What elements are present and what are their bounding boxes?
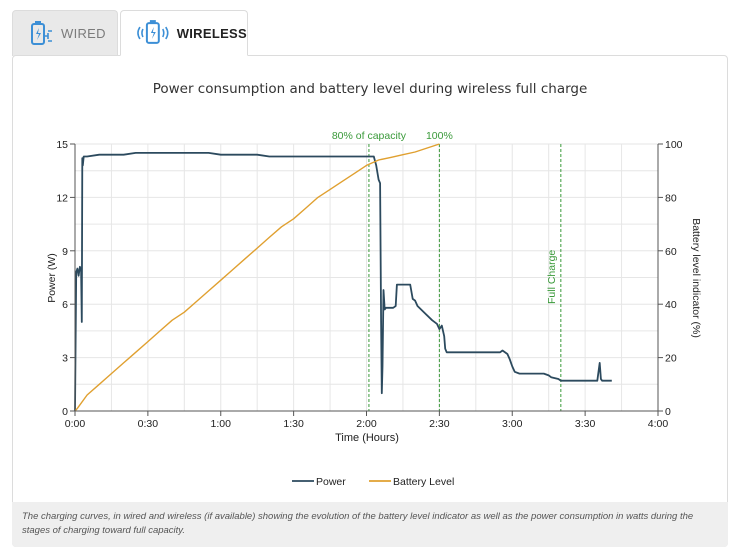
x-tick-label: 2:30 (429, 418, 450, 430)
chart: Power consumption and battery level duri… (46, 81, 702, 488)
y-tick-label: 12 (56, 192, 68, 204)
x-tick-label: 2:00 (356, 418, 377, 430)
marker-label: 80% of capacity (332, 130, 407, 142)
marker-label: 100% (426, 130, 453, 142)
y2-tick-label: 80 (665, 192, 677, 204)
y2-tick-label: 20 (665, 353, 677, 365)
chart-title: Power consumption and battery level duri… (153, 81, 588, 97)
x-tick-label: 3:30 (575, 418, 596, 430)
y-tick-label: 6 (62, 299, 68, 311)
y2-tick-label: 40 (665, 299, 677, 311)
legend-label: Battery Level (393, 476, 454, 488)
marker-label: Full Charge (546, 250, 558, 304)
y2-axis-label: Battery level indicator (%) (690, 218, 702, 338)
tab-wired-label: WIRED (61, 26, 106, 41)
y-tick-label: 9 (62, 246, 68, 258)
x-tick-label: 4:00 (648, 418, 669, 430)
x-tick-label: 3:00 (502, 418, 523, 430)
y-tick-label: 15 (56, 139, 68, 151)
x-tick-label: 0:00 (65, 418, 86, 430)
chart-grid (74, 143, 659, 412)
y-tick-label: 3 (62, 353, 68, 365)
x-axis-label: Time (Hours) (335, 432, 399, 444)
chart-markers: 80% of capacity 100% Full Charge (332, 130, 562, 411)
y-axis-label: Power (W) (46, 253, 58, 303)
chart-legend: Power Battery Level (292, 476, 454, 488)
chart-caption: The charging curves, in wired and wirele… (12, 502, 728, 547)
x-tick-label: 1:30 (283, 418, 304, 430)
plug-battery-icon (31, 20, 52, 45)
chart-axes: 0:00 0:30 1:00 1:30 2:00 2:30 3:00 3:30 4:000369… (56, 139, 682, 430)
chart-series (74, 143, 612, 412)
wireless-battery-icon (137, 20, 169, 44)
legend-label: Power (316, 476, 346, 488)
y2-tick-label: 60 (665, 246, 677, 258)
tab-wireless[interactable]: WIRELESS (120, 10, 248, 56)
y2-tick-label: 0 (665, 406, 671, 418)
y-tick-label: 0 (62, 406, 68, 418)
series-line-power (74, 152, 612, 412)
chart-panel (12, 55, 728, 547)
series-line-battery-level (74, 143, 440, 412)
x-tick-label: 1:00 (211, 418, 232, 430)
x-tick-label: 0:30 (138, 418, 159, 430)
tab-wired[interactable]: WIRED (12, 10, 118, 56)
tab-wireless-label: WIRELESS (176, 25, 247, 41)
y2-tick-label: 100 (665, 139, 683, 151)
